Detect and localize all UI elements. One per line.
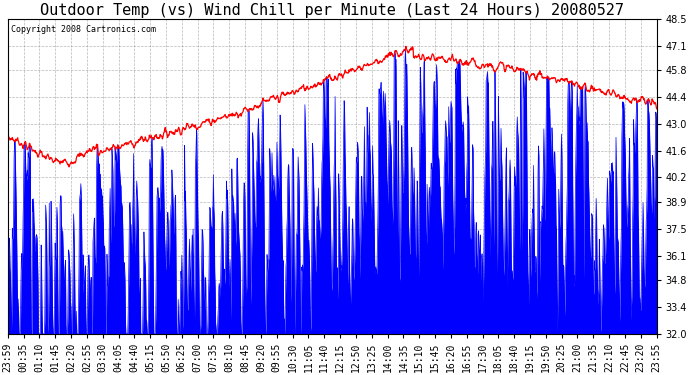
Title: Outdoor Temp (vs) Wind Chill per Minute (Last 24 Hours) 20080527: Outdoor Temp (vs) Wind Chill per Minute … [40,3,624,18]
Text: Copyright 2008 Cartronics.com: Copyright 2008 Cartronics.com [11,25,156,34]
